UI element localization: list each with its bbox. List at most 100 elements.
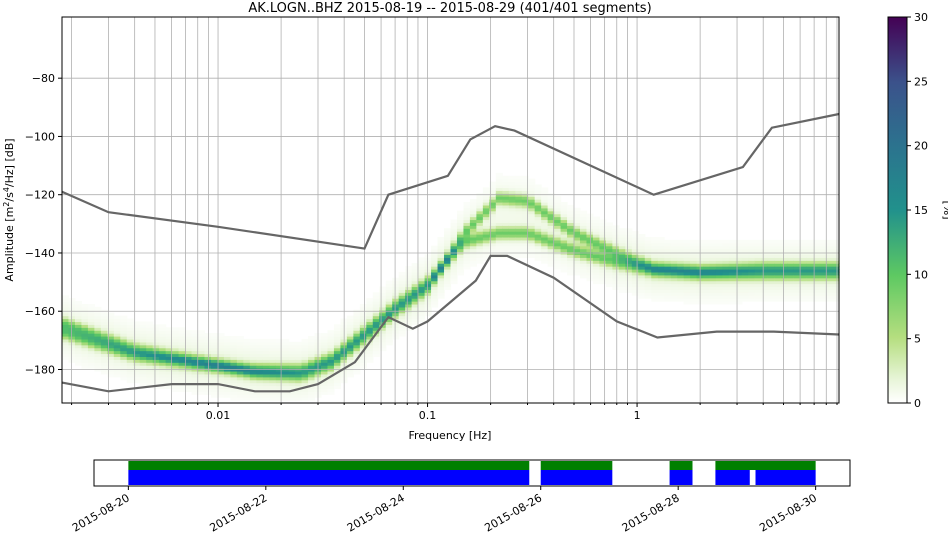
heatmap-cell <box>165 362 173 366</box>
heatmap-cell <box>152 365 160 369</box>
heatmap-cell <box>541 196 549 200</box>
heatmap-cell <box>139 324 147 328</box>
heatmap-cell <box>450 228 458 232</box>
heatmap-cell <box>456 234 465 238</box>
heatmap-cell <box>74 362 83 366</box>
heatmap-cell <box>236 382 244 387</box>
heatmap-cell <box>418 289 426 293</box>
heatmap-cell <box>152 327 160 331</box>
heatmap-cell <box>333 327 342 331</box>
heatmap-cell <box>754 271 762 276</box>
heatmap-cell <box>832 298 840 302</box>
heatmap-cell <box>787 292 795 296</box>
heatmap-cell <box>333 382 342 387</box>
heatmap-cell <box>735 242 743 247</box>
heatmap-cell <box>560 210 568 215</box>
heatmap-cell <box>800 248 808 253</box>
heatmap-cell <box>735 245 743 250</box>
heatmap-cell <box>172 350 180 355</box>
heatmap-cell <box>495 222 503 226</box>
heatmap-cell <box>592 231 601 235</box>
heatmap-cell <box>152 335 160 340</box>
heatmap-cell <box>405 277 413 282</box>
heatmap-cell <box>541 207 549 212</box>
heatmap-cell <box>541 239 549 244</box>
heatmap-cell <box>379 330 387 334</box>
heatmap-cell <box>748 245 756 250</box>
heatmap-cell <box>411 306 419 311</box>
heatmap-cell <box>107 370 115 375</box>
timeline-ticks: 2015-08-20 2015-08-22 2015-08-24 2015-08-26… <box>70 486 819 535</box>
heatmap-cell <box>508 234 516 238</box>
heatmap-cell <box>405 318 413 323</box>
heatmap-cell <box>599 260 607 264</box>
heatmap-cell <box>204 335 212 340</box>
heatmap-cell <box>754 239 762 244</box>
heatmap-cell <box>741 245 749 250</box>
heatmap-cell <box>165 379 173 384</box>
heatmap-cell <box>113 373 121 378</box>
heatmap-cell <box>515 204 523 209</box>
heatmap-cell <box>100 327 108 331</box>
heatmap-cell <box>482 219 490 223</box>
heatmap-cell <box>690 286 698 290</box>
heatmap-cell <box>398 283 406 288</box>
heatmap-cell <box>489 184 497 189</box>
heatmap-cell <box>327 353 335 357</box>
heatmap-cell <box>327 335 335 340</box>
heatmap-cell <box>68 298 76 302</box>
heatmap-cell <box>366 356 374 360</box>
heatmap-cell <box>139 359 147 363</box>
heatmap-cell <box>806 254 814 258</box>
heatmap-cell <box>463 216 471 221</box>
heatmap-cell <box>573 219 581 223</box>
heatmap-cell <box>800 254 808 258</box>
heatmap-cell <box>592 277 601 282</box>
heatmap-cell <box>249 397 257 401</box>
heatmap-cell <box>567 216 575 221</box>
heatmap-cell <box>81 365 89 369</box>
heatmap-cell <box>262 370 270 375</box>
heatmap-cell <box>625 228 633 232</box>
heatmap-cell <box>392 306 400 311</box>
heatmap-cell <box>482 199 490 203</box>
heatmap-cell <box>346 356 354 360</box>
heatmap-cell <box>709 277 717 282</box>
heatmap-cell <box>618 260 626 264</box>
heatmap-cell <box>534 234 542 238</box>
heatmap-cell <box>793 289 801 293</box>
heatmap-cell <box>787 286 795 290</box>
heatmap-cell <box>735 277 743 282</box>
heatmap-cell <box>372 295 380 299</box>
heatmap-cell <box>728 257 736 261</box>
heatmap-cell <box>288 373 296 378</box>
heatmap-cell <box>534 207 542 212</box>
heatmap-cell <box>178 338 186 343</box>
heatmap-cell <box>146 335 154 340</box>
heatmap-cell <box>463 242 471 247</box>
heatmap-cell <box>450 280 458 285</box>
colorbar-label: [%] <box>941 200 948 219</box>
timeline-tick-label: 2015-08-22 <box>207 491 269 534</box>
heatmap-cell <box>832 242 840 247</box>
heatmap-cell <box>431 271 439 276</box>
heatmap-cell <box>282 338 290 343</box>
heatmap-cell <box>210 350 218 355</box>
heatmap-cell <box>586 225 594 229</box>
heatmap-cell <box>664 248 672 253</box>
heatmap-cell <box>703 277 711 282</box>
heatmap-cell <box>534 248 542 253</box>
heatmap-cell <box>185 362 193 366</box>
heatmap-cell <box>521 213 529 218</box>
heatmap-cell <box>670 298 678 302</box>
heatmap-cell <box>482 190 490 194</box>
low-noise-model-line <box>61 254 840 393</box>
heatmap-cell <box>418 268 426 273</box>
heatmap-cell <box>94 324 102 328</box>
heatmap-cell <box>534 201 542 206</box>
heatmap-cell <box>644 248 652 253</box>
heatmap-cell <box>793 274 801 279</box>
heatmap-cell <box>230 338 238 343</box>
heatmap-cell <box>327 347 335 352</box>
heatmap-cell <box>761 248 769 253</box>
